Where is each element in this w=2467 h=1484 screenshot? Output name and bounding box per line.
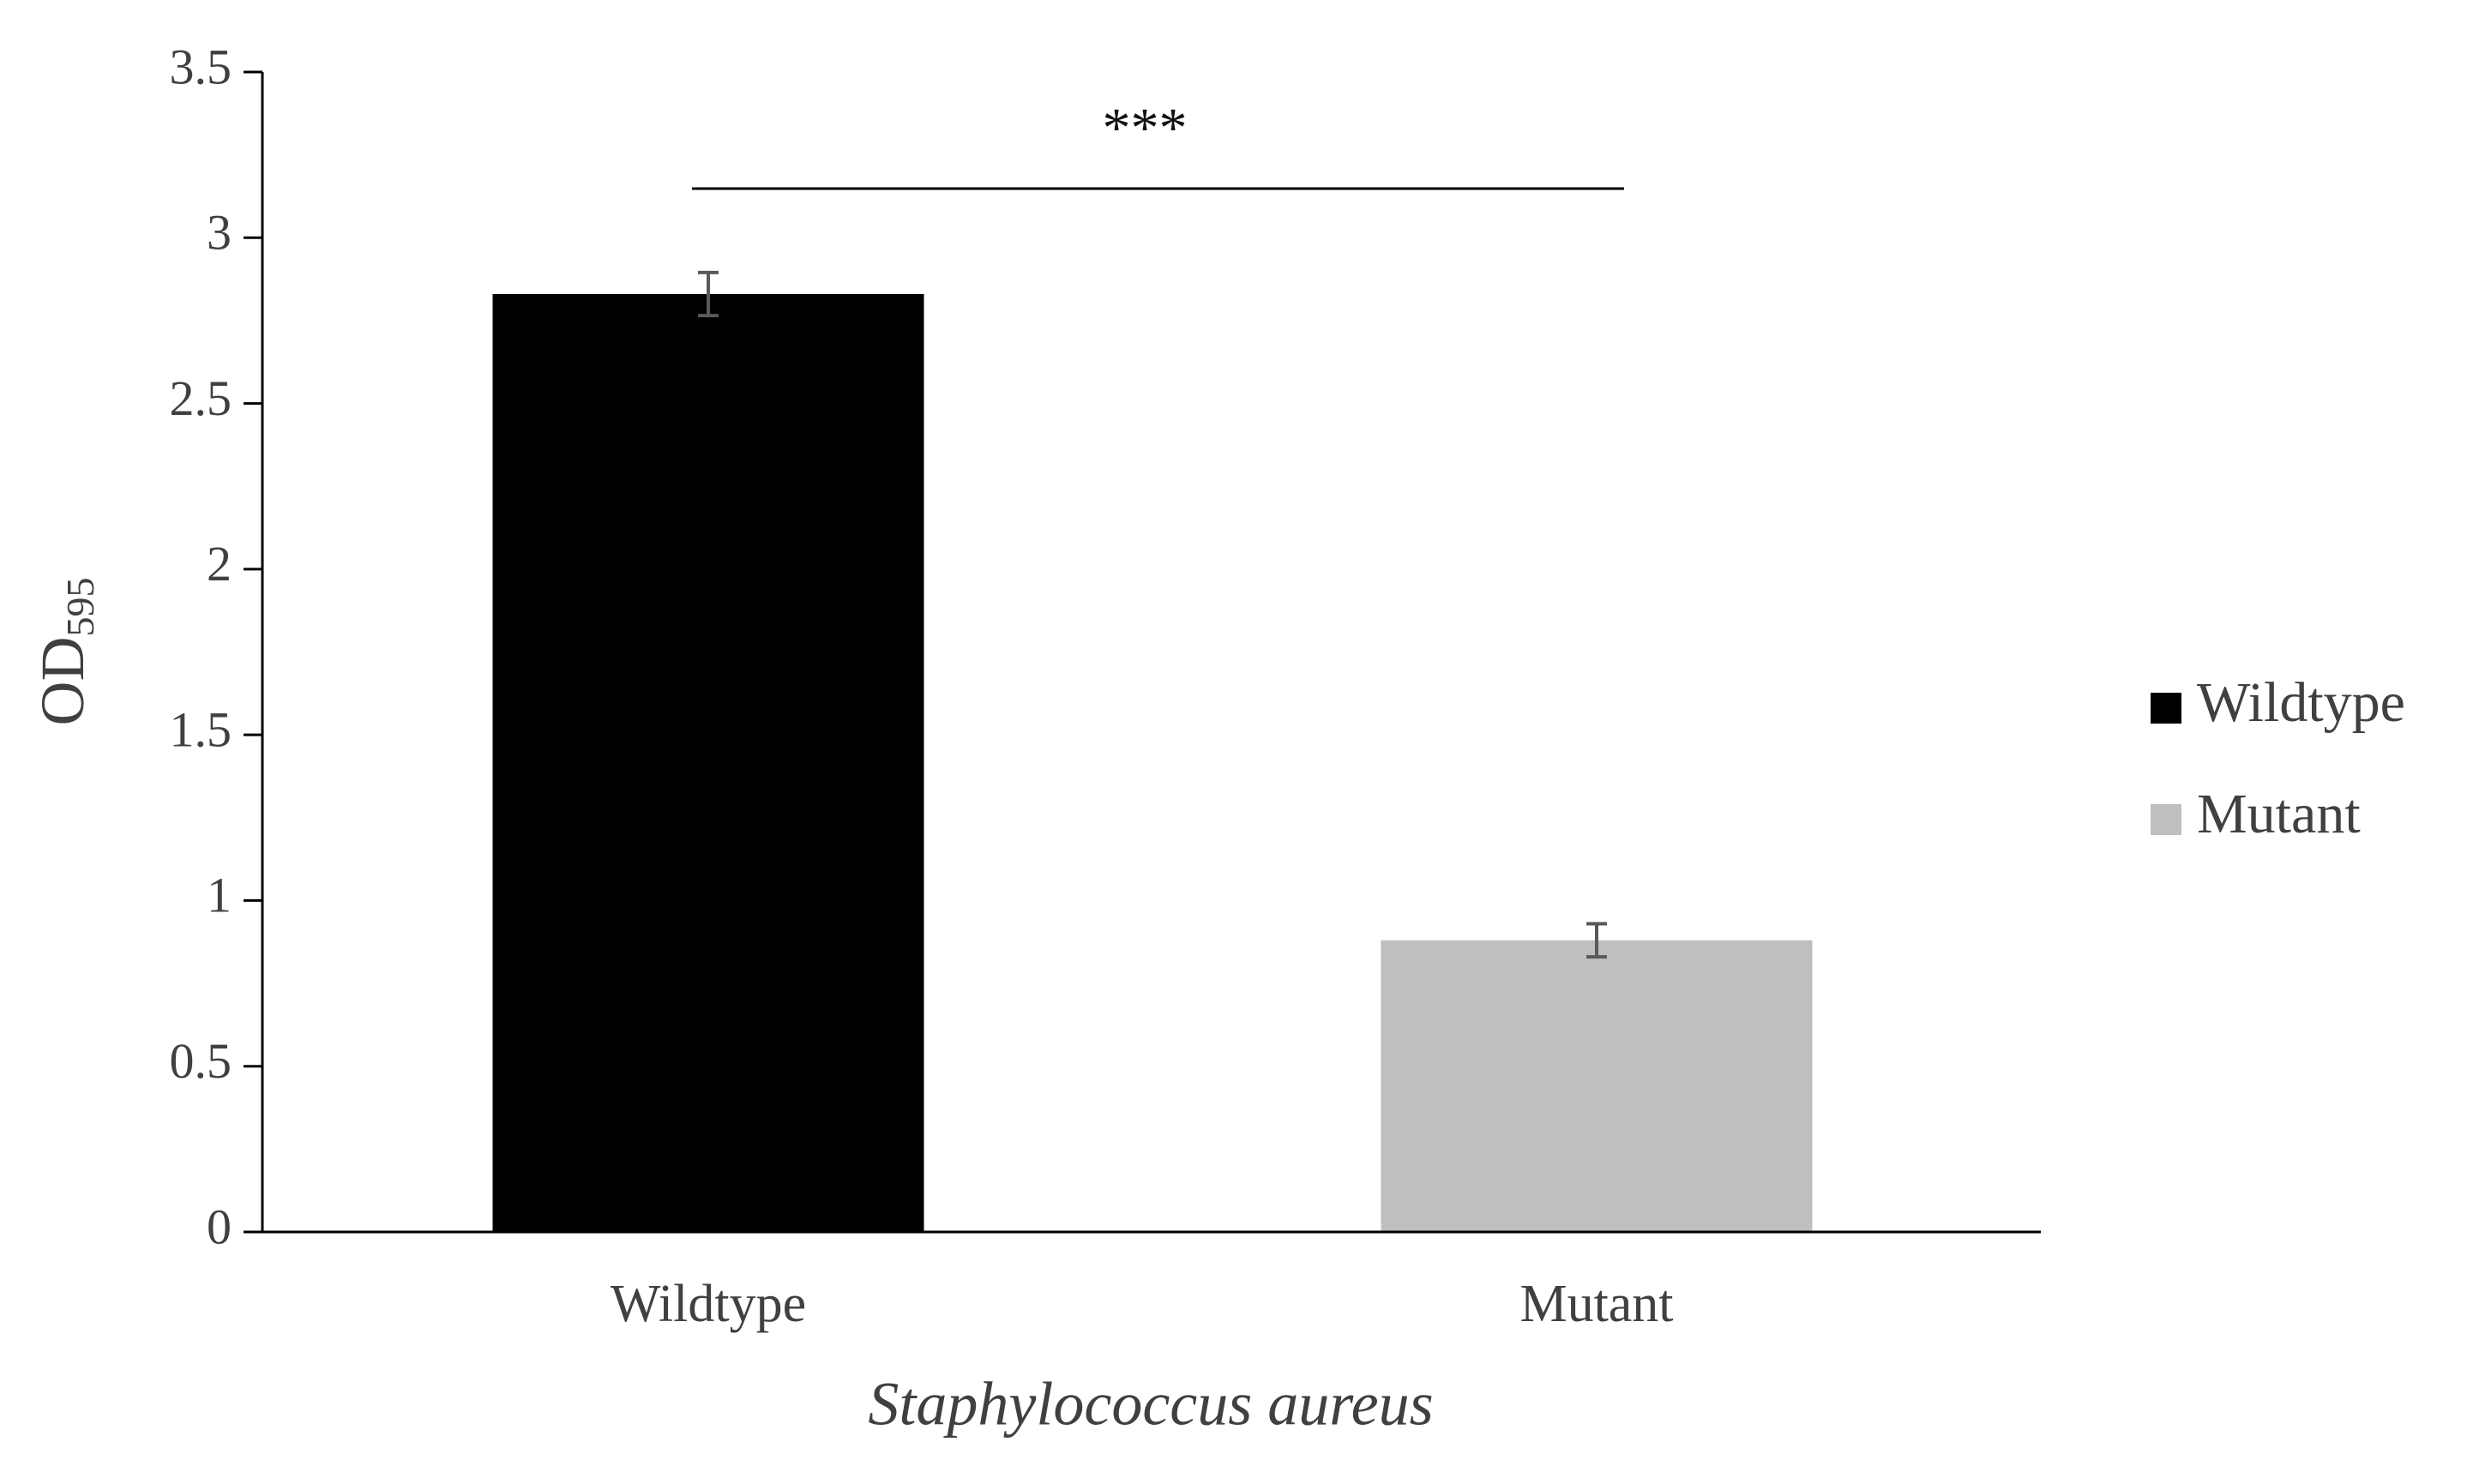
y-tick-label: 0.5 [170,1033,232,1089]
y-axis-title-subscript: 595 [58,578,102,637]
legend-swatch [2151,804,2181,835]
legend-label: Mutant [2197,783,2361,845]
y-tick-label: 3.5 [170,39,232,94]
y-tick-label: 2.5 [170,370,232,426]
y-axis-title-main: OD [28,637,97,726]
y-axis-title: OD595 [28,578,102,726]
x-tick-label: Mutant [1519,1275,1673,1333]
x-axis-title: Staphylococcus aureus [868,1370,1433,1439]
bar [492,294,924,1232]
y-tick-label: 1.5 [170,701,232,757]
bar [1381,940,1813,1232]
significance-stars: *** [1103,97,1188,159]
x-tick-label: Wildtype [611,1275,806,1333]
y-tick-label: 3 [207,205,232,261]
legend-swatch [2151,693,2181,724]
y-tick-label: 1 [207,868,232,923]
y-tick-label: 0 [207,1199,232,1254]
y-tick-label: 2 [207,536,232,592]
legend-label: Wildtype [2197,671,2405,734]
